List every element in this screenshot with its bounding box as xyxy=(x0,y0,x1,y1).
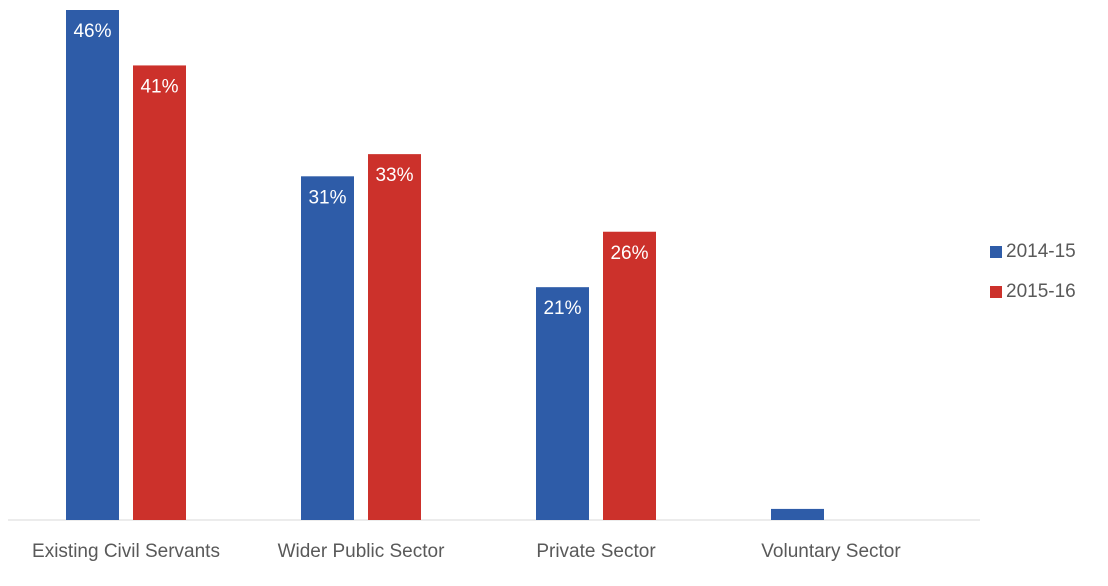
x-tick-label: Existing Civil Servants xyxy=(32,541,220,562)
bar xyxy=(301,176,354,520)
legend-swatch xyxy=(990,286,1002,298)
legend-label: 2015-16 xyxy=(1006,281,1076,302)
legend-label: 2014-15 xyxy=(1006,241,1076,262)
data-label: 31% xyxy=(308,187,346,208)
bar xyxy=(603,231,656,520)
x-tick-label: Private Sector xyxy=(536,541,656,562)
legend-swatch xyxy=(990,246,1002,258)
data-label: 21% xyxy=(543,298,581,319)
bar xyxy=(66,10,119,520)
data-label: 33% xyxy=(375,165,413,186)
x-tick-label: Wider Public Sector xyxy=(278,541,446,562)
data-label: 46% xyxy=(73,21,111,42)
data-label: 26% xyxy=(610,243,648,264)
bar xyxy=(133,65,186,520)
bar xyxy=(536,287,589,520)
x-tick-label: Voluntary Sector xyxy=(761,541,901,562)
bar xyxy=(771,508,824,520)
data-label: 41% xyxy=(140,76,178,97)
bar xyxy=(368,154,421,520)
